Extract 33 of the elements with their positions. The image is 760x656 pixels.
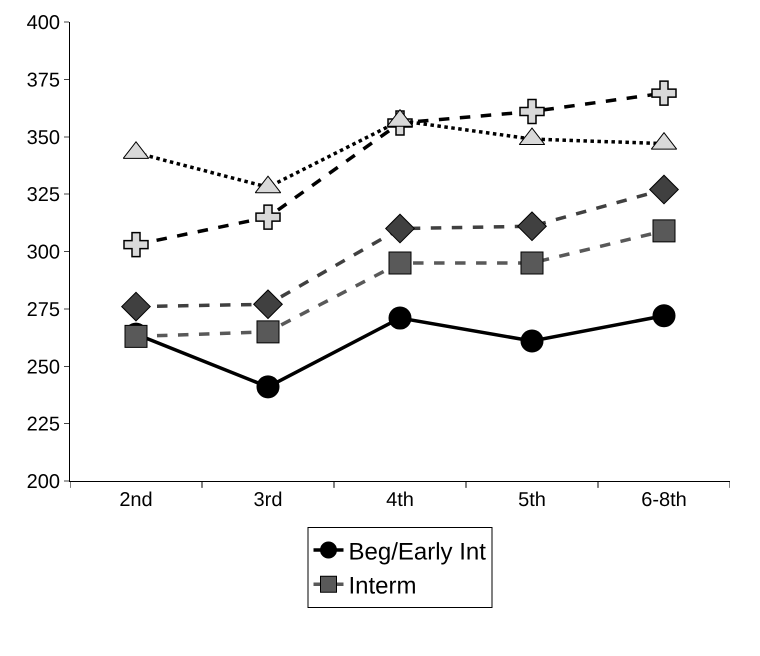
point — [520, 251, 544, 274]
point — [253, 289, 283, 320]
y-tick-label: 400 — [26, 12, 60, 34]
point — [652, 304, 676, 328]
point — [255, 204, 281, 230]
point — [520, 330, 544, 352]
x-tick-label: 4th — [386, 489, 414, 511]
y-tick-label: 225 — [26, 414, 60, 436]
point — [256, 375, 280, 398]
x-tick-label: 3rd — [254, 489, 282, 511]
point — [256, 320, 280, 344]
point — [649, 174, 679, 204]
point — [121, 292, 151, 322]
y-tick-label: 375 — [26, 69, 60, 92]
point — [651, 80, 677, 106]
legend-label: Beg/Early Int — [348, 538, 486, 566]
legend-label: Interm — [348, 572, 417, 600]
x-tick-label: 5th — [518, 489, 546, 511]
y-tick-label: 300 — [26, 242, 60, 264]
y-tick-label: 275 — [26, 298, 60, 321]
point — [517, 211, 547, 242]
point — [388, 306, 412, 330]
y-tick-label: 325 — [26, 184, 60, 206]
y-tick-label: 200 — [26, 471, 60, 493]
point — [385, 214, 415, 244]
x-tick-label: 2nd — [119, 489, 153, 511]
point — [388, 251, 412, 274]
y-tick-label: 350 — [26, 126, 60, 149]
point — [652, 219, 676, 242]
point — [123, 232, 149, 258]
x-tick-label: 6-8th — [641, 489, 687, 511]
point — [519, 98, 545, 124]
y-tick-label: 250 — [26, 356, 60, 378]
